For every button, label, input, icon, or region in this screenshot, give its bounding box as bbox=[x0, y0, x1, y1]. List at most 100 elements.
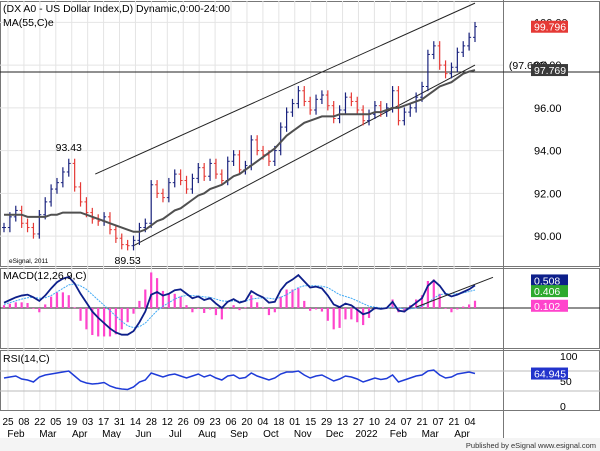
macd-hist-bar bbox=[61, 292, 64, 308]
x-tick-label: 14 bbox=[130, 417, 142, 428]
macd-hist-bar bbox=[350, 308, 353, 320]
x-tick-label: 29 bbox=[321, 417, 333, 428]
rsi-panel bbox=[0, 369, 600, 392]
macd-hist-bar bbox=[126, 308, 129, 323]
y-tick-label: 96.00 bbox=[534, 103, 562, 115]
x-tick-label: 04 bbox=[257, 417, 269, 428]
macd-hist-bar bbox=[203, 308, 206, 313]
x-tick-label: 22 bbox=[34, 417, 46, 428]
macd-hist-bar bbox=[208, 308, 212, 310]
last-price-badge: 99.796 bbox=[534, 22, 566, 34]
macd-signal-line bbox=[3, 283, 476, 329]
x-tick-label: 03 bbox=[82, 417, 94, 428]
macd-hist-bar bbox=[462, 306, 465, 308]
rsi-value-badge-bg bbox=[531, 367, 568, 380]
rsi-tick-label: 50 bbox=[560, 376, 572, 388]
macd-hist-bar bbox=[32, 308, 35, 309]
macd-hist-bar bbox=[320, 308, 324, 312]
x-month-label: Jul bbox=[169, 429, 182, 440]
x-tick-label: 19 bbox=[66, 417, 78, 428]
x-tick-label: 28 bbox=[146, 417, 158, 428]
rsi-line bbox=[3, 369, 476, 391]
x-tick-label: 25 bbox=[2, 417, 14, 428]
macd-hist-bar bbox=[97, 308, 100, 337]
macd-hist-bar bbox=[438, 293, 441, 308]
x-tick-label: 08 bbox=[18, 417, 30, 428]
x-month-label: Oct bbox=[263, 429, 279, 440]
macd-hist-bar bbox=[108, 308, 112, 337]
macd-line bbox=[3, 273, 476, 336]
rsi-label: RSI(14,C) bbox=[3, 353, 50, 365]
x-tick-label: 31 bbox=[114, 417, 126, 428]
channel-lower bbox=[133, 64, 476, 247]
macd-hist-bar bbox=[303, 300, 306, 308]
x-month-label: Apr bbox=[72, 429, 88, 440]
price-frame bbox=[0, 1, 600, 267]
x-month-label: Mar bbox=[39, 429, 57, 440]
y-tick-label: 90.00 bbox=[534, 231, 562, 243]
macd-hist-bar bbox=[185, 305, 188, 308]
macd-hist-bar bbox=[250, 295, 253, 308]
macd-hist-bar bbox=[2, 305, 6, 308]
macd-hist-bar bbox=[214, 308, 218, 316]
x-tick-label: 27 bbox=[353, 417, 365, 428]
ma-legend: MA(55,C)e bbox=[3, 17, 54, 29]
macd-hist-bar bbox=[55, 292, 59, 308]
x-tick-label: 10 bbox=[369, 417, 381, 428]
macd-hist-bar bbox=[420, 295, 424, 308]
rsi-value-badge: 64.945 bbox=[534, 369, 566, 381]
macd-hist-bar bbox=[456, 308, 459, 310]
last-ma-badge: 97.769 bbox=[534, 65, 566, 77]
macd-hist-bar bbox=[332, 308, 335, 330]
x-tick-label: 07 bbox=[401, 417, 413, 428]
macd-hist-bar bbox=[138, 300, 141, 308]
x-tick-label: 24 bbox=[385, 417, 397, 428]
macd-label: MACD(12,26,9,C) bbox=[3, 270, 86, 282]
x-tick-label: 15 bbox=[305, 417, 317, 428]
macd-hist-bar bbox=[26, 303, 29, 308]
macd-hist-bar bbox=[256, 302, 259, 308]
macd-hist-bar bbox=[38, 308, 41, 313]
x-tick-label: 17 bbox=[98, 417, 110, 428]
x-month-label: May bbox=[102, 429, 121, 440]
x-tick-label: 07 bbox=[433, 417, 445, 428]
macd-hist-bar bbox=[326, 308, 329, 321]
macd-hist-bar bbox=[273, 308, 276, 313]
x-month-label: Feb bbox=[390, 429, 408, 440]
x-month-label: 2022 bbox=[355, 429, 378, 440]
ma55-line bbox=[4, 69, 476, 233]
price-annotation: 93.43 bbox=[56, 142, 82, 154]
hist-value-badge-bg bbox=[531, 299, 568, 312]
macd-hist-bar bbox=[314, 308, 318, 310]
x-month-label: Dec bbox=[326, 429, 344, 440]
rsi-tick-label: 100 bbox=[560, 351, 578, 363]
macd-hist-bar bbox=[144, 289, 147, 308]
macd-hist-bar bbox=[344, 308, 347, 320]
macd-hist-bar bbox=[14, 302, 17, 308]
footer-bar bbox=[0, 438, 600, 451]
macd-hist-bar bbox=[85, 308, 88, 330]
x-tick-label: 18 bbox=[273, 417, 285, 428]
x-tick-label: 26 bbox=[178, 417, 190, 428]
watermark: eSignal, 2011 bbox=[9, 258, 49, 265]
macd-hist-bar bbox=[8, 303, 11, 308]
signal-value-badge-bg bbox=[531, 285, 568, 298]
macd-hist-bar bbox=[244, 307, 247, 309]
macd-hist-bar bbox=[291, 289, 294, 308]
macd-hist-bar bbox=[120, 308, 123, 330]
price-annotation: 89.53 bbox=[114, 255, 140, 267]
macd-hist-bar bbox=[468, 304, 471, 308]
x-tick-label: 04 bbox=[464, 417, 476, 428]
last-ma-badge-bg bbox=[531, 64, 568, 77]
macd-hist-bar bbox=[426, 280, 429, 308]
x-month-label: Sep bbox=[230, 429, 248, 440]
y-tick-label: 94.00 bbox=[534, 146, 562, 158]
macd-hist-bar bbox=[444, 308, 447, 309]
macd-hist-bar bbox=[150, 272, 153, 308]
macd-hist-bar bbox=[197, 308, 200, 309]
x-month-label: Jun bbox=[135, 429, 151, 440]
x-tick-label: 23 bbox=[210, 417, 222, 428]
macd-value-badge: 0.508 bbox=[534, 275, 560, 287]
